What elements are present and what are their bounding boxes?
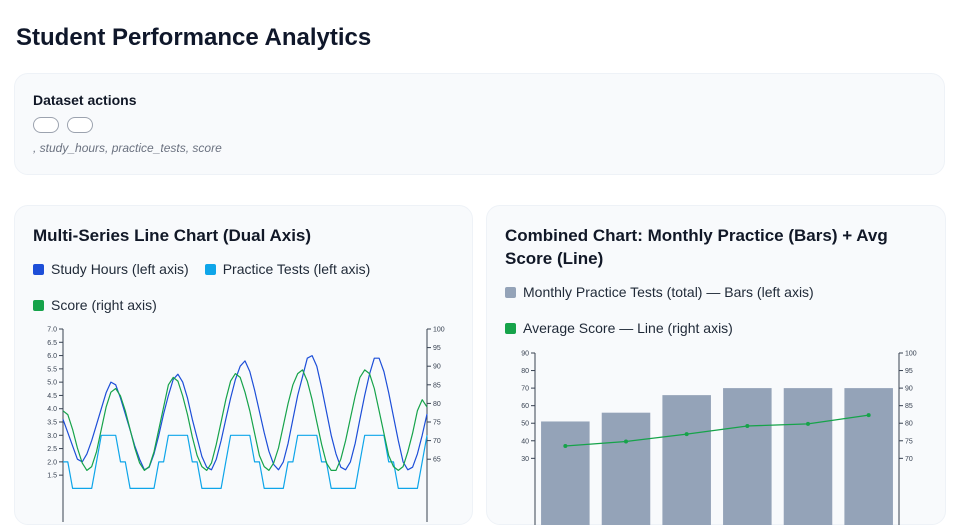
- legend-label-monthly-practice: Monthly Practice Tests (total) — Bars (l…: [523, 284, 814, 300]
- legend-label-practice-tests: Practice Tests (left axis): [222, 261, 371, 277]
- average-score-point-m4: [745, 424, 750, 429]
- right-axis-tick-label: 80: [433, 401, 441, 408]
- dataset-action-button-2[interactable]: [67, 117, 93, 133]
- left-axis-tick-label: 1.5: [47, 473, 57, 480]
- bar-m4: [723, 388, 772, 525]
- combo-chart-title: Combined Chart: Monthly Practice (Bars) …: [505, 226, 888, 268]
- dataset-actions-heading: Dataset actions: [33, 92, 137, 108]
- left-axis-tick-label: 30: [521, 456, 529, 463]
- bar-m3: [662, 395, 711, 525]
- left-axis-tick-label: 6.0: [47, 353, 57, 360]
- legend-swatch-average-score: [505, 322, 516, 334]
- legend-label-average-score: Average Score — Line (right axis): [523, 320, 733, 336]
- bar-m5: [783, 388, 833, 525]
- series-line-study-hours: [62, 355, 428, 471]
- left-axis-tick-label: 5.0: [47, 380, 57, 387]
- legend-item-average-score[interactable]: Average Score — Line (right axis): [505, 310, 733, 346]
- average-score-point-m5: [806, 421, 810, 426]
- left-axis-tick-label: 5.5: [47, 366, 57, 373]
- right-axis-tick-label: 80: [905, 421, 913, 428]
- legend-swatch-study-hours: [33, 263, 44, 275]
- dataset-columns-text: , study_hours, practice_tests, score: [33, 141, 222, 155]
- right-axis-tick-label: 90: [905, 386, 913, 393]
- legend-label-score: Score (right axis): [51, 297, 157, 313]
- legend-item-monthly-practice[interactable]: Monthly Practice Tests (total) — Bars (l…: [505, 274, 814, 310]
- right-axis-tick-label: 65: [433, 457, 441, 464]
- left-axis-tick-label: 50: [521, 421, 529, 428]
- left-axis-tick-label: 90: [521, 351, 529, 358]
- line-chart-title: Multi-Series Line Chart (Dual Axis): [33, 226, 312, 245]
- legend-swatch-score: [33, 299, 44, 311]
- dataset-actions-panel: Dataset actions , study_hours, practice_…: [14, 73, 945, 175]
- left-axis-tick-label: 80: [521, 368, 529, 375]
- average-score-point-m2: [624, 439, 628, 444]
- right-axis-tick-label: 95: [433, 345, 441, 352]
- right-axis-tick-label: 100: [905, 351, 917, 358]
- right-axis-tick-label: 75: [905, 438, 913, 445]
- line-chart-card: Multi-Series Line Chart (Dual Axis) Stud…: [14, 205, 473, 525]
- dataset-action-button-1[interactable]: [33, 117, 59, 133]
- dataset-button-row: [33, 117, 926, 133]
- right-axis-tick-label: 100: [433, 327, 445, 334]
- left-axis-tick-label: 2.5: [47, 446, 57, 453]
- right-axis-tick-label: 95: [905, 368, 913, 375]
- series-line-practice-tests: [63, 434, 428, 489]
- line-chart-legend: Study Hours (left axis) Practice Tests (…: [33, 251, 454, 323]
- average-score-point-m6: [866, 413, 871, 418]
- left-axis-tick-label: 3.5: [47, 420, 57, 427]
- series-line-score: [62, 369, 428, 471]
- left-axis-tick-label: 7.0: [47, 327, 57, 334]
- combo-chart-card: Combined Chart: Monthly Practice (Bars) …: [486, 205, 946, 525]
- bar-m2: [601, 412, 651, 525]
- bar-m1: [541, 421, 590, 525]
- line-chart-svg: 1.5 2.0 2.5 3.0 3.5 4.0 4.5 5.0 5.5 6.0 6.5 7.0 65 70…: [47, 327, 445, 522]
- left-axis-tick-label: 6.5: [47, 340, 57, 347]
- left-axis-tick-label: 70: [521, 386, 529, 393]
- right-axis-tick-label: 70: [905, 456, 913, 463]
- combo-chart-svg: 30 40 50 60 70 80 90 70 75 80 85 90 95 100: [521, 351, 917, 525]
- legend-item-study-hours[interactable]: Study Hours (left axis): [33, 251, 189, 287]
- average-score-point-m3: [684, 432, 689, 437]
- right-axis-tick-label: 85: [433, 382, 441, 389]
- left-axis-tick-label: 60: [521, 403, 529, 410]
- right-axis-tick-label: 70: [433, 438, 441, 445]
- left-axis-tick-label: 4.5: [47, 393, 57, 400]
- right-axis-tick-label: 90: [433, 364, 441, 371]
- legend-swatch-practice-tests: [204, 263, 216, 275]
- left-axis-tick-label: 40: [521, 438, 529, 445]
- combo-chart-legend: Monthly Practice Tests (total) — Bars (l…: [505, 274, 927, 346]
- average-score-line: [565, 414, 869, 447]
- left-axis-tick-label: 2.0: [47, 459, 57, 466]
- left-axis-tick-label: 3.0: [47, 433, 57, 440]
- bar-m6: [844, 388, 893, 525]
- left-axis-tick-label: 4.0: [47, 406, 57, 413]
- right-axis-tick-label: 85: [905, 403, 913, 410]
- page-title: Student Performance Analytics: [16, 24, 372, 51]
- legend-swatch-monthly-practice: [505, 286, 516, 298]
- right-axis-tick-label: 75: [433, 420, 441, 427]
- average-score-point-m1: [563, 444, 568, 449]
- legend-label-study-hours: Study Hours (left axis): [51, 261, 189, 277]
- legend-item-score[interactable]: Score (right axis): [33, 287, 157, 323]
- legend-item-practice-tests[interactable]: Practice Tests (left axis): [204, 251, 371, 287]
